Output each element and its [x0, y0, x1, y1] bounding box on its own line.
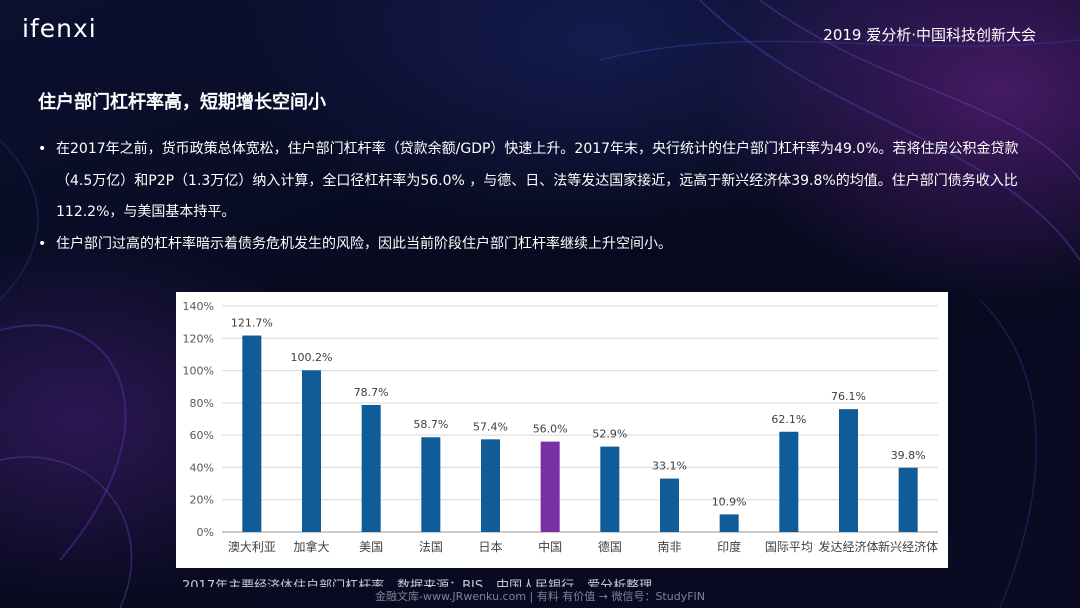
chart-source-note: 2017年主要经济体住户部门杠杆率，数据来源：BIS，中国人民银行，爱分析整理	[182, 579, 653, 587]
data-label: 58.7%	[413, 418, 448, 431]
bar	[779, 431, 799, 532]
chart-panel: 0% 20% 40% 60% 80% 100% 120% 140% 121.7% 澳大利亚 100.…	[176, 292, 948, 568]
x-tick-label: 南非	[657, 539, 681, 554]
y-tick-label: 80%	[190, 397, 214, 410]
bar	[540, 441, 560, 532]
bar	[660, 478, 679, 532]
data-label: 10.9%	[712, 495, 747, 508]
bar	[242, 335, 262, 532]
bullet-item: • 在2017年之前，货币政策总体宽松，住户部门杠杆率（贷款余额/GDP）快速上…	[38, 134, 1048, 229]
data-label: 100.2%	[291, 351, 333, 364]
x-tick-label: 加拿大	[293, 539, 329, 554]
bullet-list: • 在2017年之前，货币政策总体宽松，住户部门杠杆率（贷款余额/GDP）快速上…	[38, 134, 1048, 260]
data-label: 33.1%	[652, 460, 687, 473]
data-label: 76.1%	[831, 390, 866, 403]
bar	[600, 446, 620, 532]
bullet-text: 在2017年之前，货币政策总体宽松，住户部门杠杆率（贷款余额/GDP）快速上升。…	[56, 141, 1019, 220]
bar	[839, 409, 858, 532]
data-label: 121.7%	[231, 317, 273, 330]
x-tick-label: 发达经济体	[818, 539, 878, 554]
household-leverage-bar-chart: 0% 20% 40% 60% 80% 100% 120% 140% 121.7% 澳大利亚 100.…	[183, 300, 939, 554]
y-tick-label: 100%	[183, 365, 214, 378]
y-tick-label: 0%	[197, 526, 214, 539]
bullet-item: • 住户部门过高的杠杆率暗示着债务危机发生的风险，因此当前阶段住户部门杠杆率继续…	[38, 229, 1048, 261]
y-tick-label: 60%	[190, 429, 214, 442]
x-tick-label: 国际平均	[765, 540, 813, 554]
footer-watermark: 金融文库-www.JRwenku.com | 有料 有价值 → 微信号：Stud…	[374, 590, 706, 603]
y-tick-label: 20%	[190, 494, 214, 507]
y-tick-label: 120%	[183, 332, 214, 345]
bar	[421, 437, 441, 532]
data-label: 52.9%	[592, 428, 627, 441]
y-tick-label: 40%	[190, 461, 214, 474]
x-tick-label: 印度	[717, 539, 741, 554]
x-tick-label: 新兴经济体	[878, 539, 938, 554]
x-tick-label: 日本	[478, 540, 502, 554]
bar	[898, 467, 918, 532]
data-label: 39.8%	[891, 449, 926, 462]
y-tick-label: 140%	[183, 300, 214, 313]
slide-headline: 住户部门杠杆率高，短期增长空间小	[38, 92, 326, 113]
bar	[719, 514, 739, 532]
data-label: 62.1%	[771, 413, 806, 426]
conference-title: 2019 爱分析·中国科技创新大会	[823, 26, 1036, 44]
x-tick-label: 法国	[419, 540, 443, 554]
ifenxi-logo: ifenxi	[22, 14, 97, 43]
bullet-marker: •	[38, 235, 47, 252]
x-tick-label: 德国	[598, 539, 622, 554]
bullet-text: 住户部门过高的杠杆率暗示着债务危机发生的风险，因此当前阶段住户部门杠杆率继续上升…	[56, 235, 672, 252]
x-tick-label: 中国	[538, 539, 562, 554]
data-label: 57.4%	[473, 420, 508, 433]
data-label: 56.0%	[533, 423, 568, 436]
bar	[481, 439, 500, 532]
x-tick-label: 澳大利亚	[228, 540, 276, 554]
x-tick-label: 美国	[359, 540, 383, 554]
data-label: 78.7%	[354, 386, 389, 399]
bullet-marker: •	[38, 141, 47, 157]
bar	[361, 404, 381, 532]
bar	[302, 370, 321, 532]
